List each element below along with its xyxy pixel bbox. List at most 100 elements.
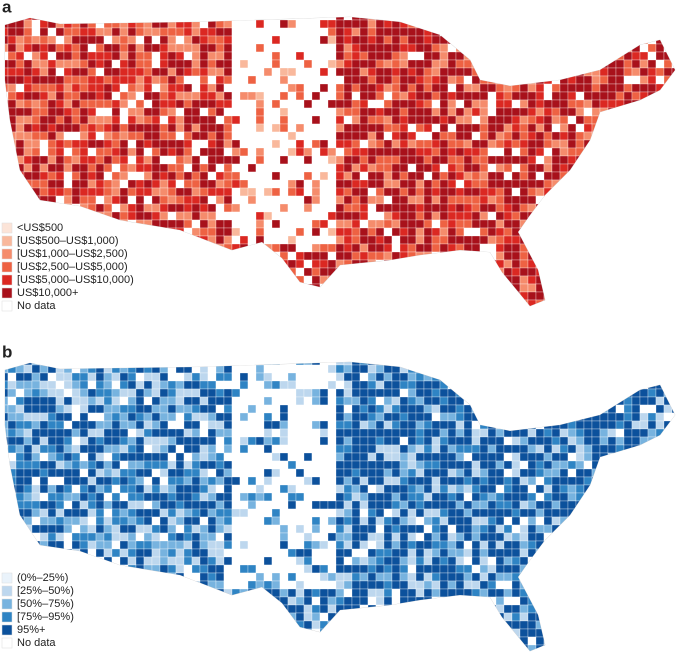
county <box>111 636 121 646</box>
county <box>223 91 233 101</box>
county <box>327 604 337 614</box>
county <box>247 564 257 574</box>
county <box>223 532 233 542</box>
county <box>327 171 337 181</box>
county <box>87 83 97 93</box>
county <box>31 420 41 430</box>
legend-swatch <box>1 287 13 299</box>
county <box>47 83 57 93</box>
county <box>159 155 169 165</box>
county <box>615 75 625 85</box>
county <box>55 139 65 149</box>
county <box>7 532 17 542</box>
county <box>207 476 217 486</box>
county <box>151 596 161 606</box>
county <box>231 99 241 109</box>
county <box>191 508 201 518</box>
county <box>167 548 177 558</box>
county <box>247 508 257 518</box>
county <box>95 364 105 374</box>
county <box>383 163 393 173</box>
county <box>343 612 353 622</box>
county <box>439 187 449 197</box>
county <box>119 588 129 598</box>
county <box>303 580 313 590</box>
county <box>479 251 489 261</box>
county <box>7 516 17 526</box>
county <box>463 75 473 85</box>
county <box>247 59 257 69</box>
county <box>680 76 685 84</box>
county <box>343 75 353 85</box>
county <box>319 380 329 390</box>
county <box>263 444 273 454</box>
county <box>399 91 409 101</box>
county <box>471 107 481 117</box>
county <box>215 620 225 630</box>
county <box>567 99 577 109</box>
county <box>615 147 625 157</box>
county <box>239 115 249 125</box>
county <box>119 644 129 651</box>
county <box>455 67 465 77</box>
county <box>407 131 417 141</box>
county <box>535 283 545 293</box>
county <box>103 436 113 446</box>
county <box>607 131 617 141</box>
county <box>311 620 321 630</box>
county <box>95 107 105 117</box>
county <box>680 116 685 124</box>
county <box>455 35 465 45</box>
county <box>495 195 505 205</box>
county <box>247 588 257 598</box>
county <box>343 588 353 598</box>
county <box>327 492 337 502</box>
county <box>655 27 665 37</box>
county <box>239 540 249 550</box>
county <box>159 59 169 69</box>
county <box>263 131 273 141</box>
county <box>327 436 337 446</box>
county <box>119 388 129 398</box>
county <box>367 187 377 197</box>
county <box>143 492 153 502</box>
county <box>303 275 313 285</box>
county <box>272 308 280 316</box>
county <box>239 75 249 85</box>
county <box>287 396 297 406</box>
county <box>559 187 569 197</box>
county <box>191 580 201 590</box>
county <box>71 75 81 85</box>
county <box>167 362 177 366</box>
county <box>623 259 633 269</box>
county <box>391 43 401 53</box>
county <box>183 283 193 293</box>
county <box>567 275 577 285</box>
county <box>343 372 353 382</box>
county <box>287 476 297 486</box>
county <box>575 211 585 221</box>
county <box>663 219 673 229</box>
county <box>311 468 321 478</box>
county <box>519 91 529 101</box>
county <box>575 187 585 197</box>
county <box>247 428 257 438</box>
county <box>271 572 281 582</box>
county <box>335 556 345 566</box>
county <box>335 195 345 205</box>
county <box>15 203 25 213</box>
county <box>175 460 185 470</box>
county <box>287 556 297 566</box>
county <box>239 364 249 374</box>
county <box>95 123 105 133</box>
county <box>135 596 145 606</box>
county <box>279 51 289 61</box>
county <box>15 372 25 382</box>
county <box>255 532 265 542</box>
county <box>263 556 273 566</box>
county <box>680 172 685 180</box>
county <box>551 139 561 149</box>
county <box>7 35 17 45</box>
county <box>407 17 417 21</box>
county <box>311 556 321 566</box>
